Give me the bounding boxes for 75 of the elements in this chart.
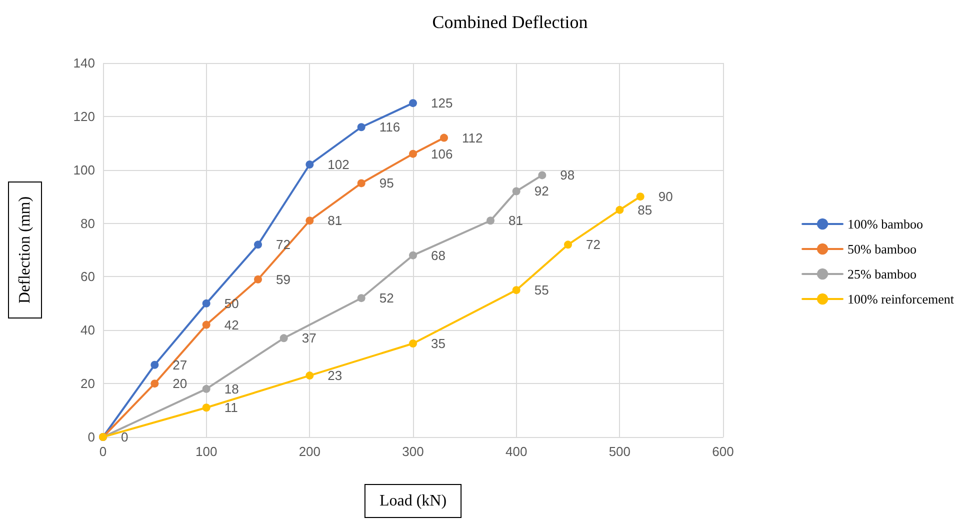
point xyxy=(202,320,210,329)
data-label: 0 xyxy=(121,430,128,444)
point xyxy=(280,334,288,342)
y-tick-label: 80 xyxy=(80,216,95,231)
point xyxy=(357,123,366,132)
point xyxy=(616,206,624,214)
y-tick-label: 100 xyxy=(73,162,95,178)
data-label: 95 xyxy=(379,176,394,191)
point xyxy=(409,99,417,108)
data-label: 20 xyxy=(172,376,188,392)
x-tick-label: 100 xyxy=(195,444,218,459)
point xyxy=(409,150,417,158)
x-tick-label: 200 xyxy=(298,444,321,459)
x-tick-label: 500 xyxy=(608,444,631,459)
legend-label: 50% bamboo xyxy=(848,242,916,256)
data-label: 72 xyxy=(586,237,600,252)
legend-label: 25% bamboo xyxy=(848,266,916,282)
data-label: 106 xyxy=(431,146,453,162)
x-tick-label: 300 xyxy=(402,444,424,459)
y-tick-label: 40 xyxy=(80,322,95,338)
data-label: 59 xyxy=(276,272,290,287)
point xyxy=(150,380,159,388)
point xyxy=(306,160,314,169)
data-label: 116 xyxy=(379,120,400,135)
point xyxy=(306,372,314,380)
y-tick-label: 60 xyxy=(80,269,95,284)
point xyxy=(409,251,417,260)
data-label: 37 xyxy=(302,330,316,346)
y-tick-label: 0 xyxy=(88,430,95,444)
data-label: 81 xyxy=(508,213,523,228)
y-tick-label: 120 xyxy=(73,108,95,124)
y-tick-label: 140 xyxy=(73,56,95,70)
point xyxy=(306,216,314,225)
data-label: 68 xyxy=(431,248,446,263)
data-label: 81 xyxy=(328,213,342,228)
y-tick-label: 20 xyxy=(80,376,95,392)
x-tick-label: 600 xyxy=(712,444,734,459)
point xyxy=(202,384,210,393)
data-label: 85 xyxy=(638,202,652,218)
data-label: 55 xyxy=(534,282,549,298)
data-label: 90 xyxy=(658,189,673,204)
data-label: 52 xyxy=(379,290,394,306)
data-label: 11 xyxy=(224,400,238,416)
point xyxy=(357,179,366,188)
point xyxy=(636,192,644,201)
x-tick-label: 0 xyxy=(99,444,107,459)
data-label: 18 xyxy=(224,381,239,396)
data-label: 102 xyxy=(328,157,350,172)
point xyxy=(512,286,520,294)
point xyxy=(202,404,210,412)
point xyxy=(512,187,520,196)
point xyxy=(486,216,494,225)
x-axis-title: Load (kN) xyxy=(379,492,447,510)
y-axis-title: Deflection (mm) xyxy=(16,196,34,304)
point xyxy=(254,240,262,249)
data-label: 23 xyxy=(328,368,342,384)
point xyxy=(254,275,262,284)
data-label: 98 xyxy=(560,168,575,183)
point xyxy=(409,340,417,348)
point xyxy=(440,134,448,142)
point xyxy=(150,360,159,369)
point xyxy=(357,294,366,302)
data-label: 42 xyxy=(224,317,239,332)
point xyxy=(564,240,572,249)
data-label: 112 xyxy=(462,130,483,146)
chart-title: Combined Deflection xyxy=(432,12,588,32)
data-label: 125 xyxy=(431,96,453,111)
legend-label: 100% reinforcement xyxy=(848,292,954,306)
point xyxy=(538,171,546,180)
data-label: 27 xyxy=(172,357,188,372)
point xyxy=(202,299,210,308)
data-label: 35 xyxy=(431,336,446,351)
legend-label: 100% bamboo xyxy=(848,216,923,232)
data-label: 92 xyxy=(534,184,549,199)
x-tick-label: 400 xyxy=(505,444,528,459)
